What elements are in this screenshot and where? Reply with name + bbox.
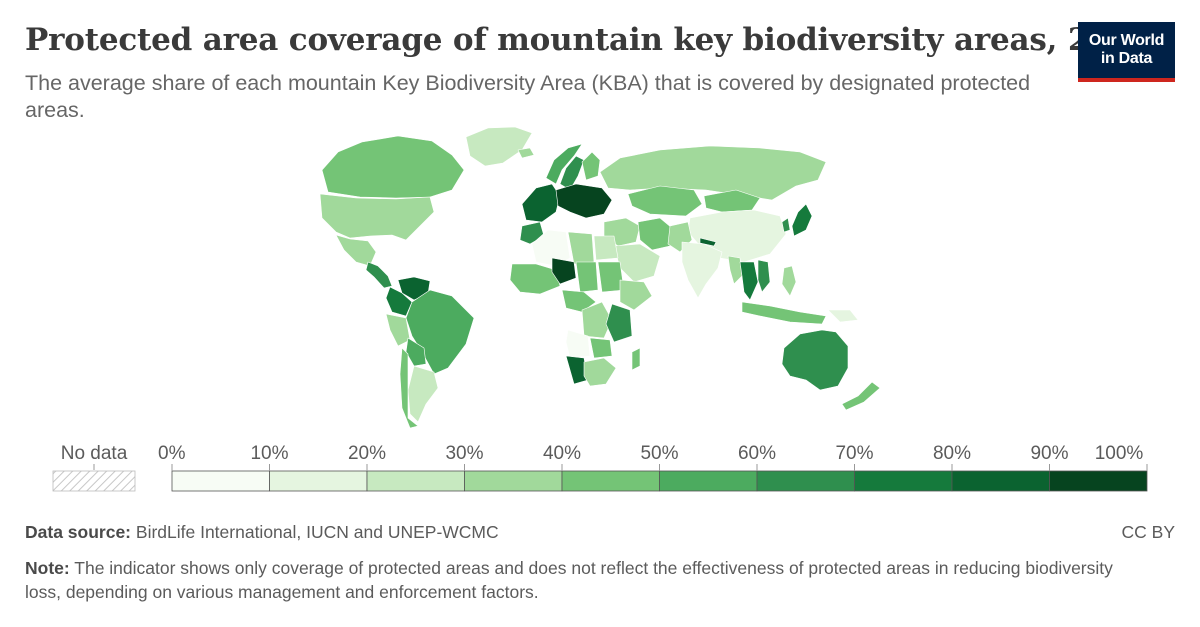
legend-bin[interactable] [366, 470, 465, 492]
legend-bin[interactable] [854, 470, 953, 492]
map-region-korea[interactable] [781, 217, 791, 233]
map-region-algeria[interactable] [531, 229, 571, 267]
note-text: The indicator shows only coverage of pro… [25, 558, 1113, 602]
map-region-central-america[interactable] [365, 261, 393, 289]
map-region-central-europe[interactable] [555, 183, 613, 219]
map-region-papua-new-guinea[interactable] [827, 309, 859, 323]
map-region-iceland[interactable] [517, 147, 535, 159]
legend-no-data-swatch [52, 470, 136, 492]
chart-subtitle: The average share of each mountain Key B… [25, 71, 1031, 122]
data-source-label: Data source: [25, 522, 132, 542]
map-region-new-zealand[interactable] [841, 381, 881, 411]
legend-tick-label: 100% [1095, 443, 1144, 464]
legend-tick-label: 90% [1030, 443, 1068, 464]
legend-no-data-label: No data [61, 443, 128, 464]
map-region-zambia[interactable] [589, 337, 613, 359]
map-region-argentina[interactable] [407, 365, 439, 423]
map-region-philippines[interactable] [781, 265, 797, 297]
map-region-iran[interactable] [637, 217, 673, 251]
note-label: Note: [25, 558, 70, 578]
map-region-angola[interactable] [565, 329, 591, 359]
legend-tick-label: 80% [933, 443, 971, 464]
map-region-colombia[interactable] [385, 286, 413, 317]
map-region-vietnam[interactable] [757, 259, 771, 293]
map-region-japan[interactable] [791, 203, 813, 237]
logo-line-1: Our World [1088, 32, 1165, 49]
legend-tick-label: 40% [543, 443, 581, 464]
map-region-norway[interactable] [545, 143, 583, 185]
map-region-finland[interactable] [581, 151, 601, 181]
legend-tick-label: 20% [348, 443, 386, 464]
map-region-peru[interactable] [385, 313, 411, 347]
legend-bin[interactable] [464, 470, 563, 492]
legend-bin[interactable] [171, 470, 270, 492]
chart-title: Protected area coverage of mountain key … [25, 22, 1154, 58]
map-region-myanmar[interactable] [727, 255, 743, 285]
map-region-usa[interactable] [319, 193, 435, 241]
legend-tick-label: 60% [738, 443, 776, 464]
chart-note: Note: The indicator shows only coverage … [25, 556, 1145, 604]
legend-bin[interactable] [756, 470, 855, 492]
map-region-kazakhstan[interactable] [627, 185, 703, 217]
legend-bin[interactable] [561, 470, 660, 492]
map-region-indonesia[interactable] [741, 301, 827, 325]
map-region-chad[interactable] [575, 261, 599, 293]
map-region-egypt[interactable] [593, 235, 619, 261]
owid-logo[interactable]: Our World in Data [1078, 22, 1175, 82]
legend-bin[interactable] [1049, 470, 1148, 492]
map-region-australia[interactable] [781, 329, 849, 391]
legend-tick-label: 70% [835, 443, 873, 464]
map-region-niger[interactable] [551, 257, 577, 285]
legend-bin[interactable] [951, 470, 1050, 492]
legend-tick-label: 0% [158, 443, 186, 464]
map-region-nepal[interactable] [699, 237, 717, 247]
map-region-mexico[interactable] [335, 234, 377, 267]
data-source-text[interactable]: BirdLife International, IUCN and UNEP-WC… [135, 522, 499, 542]
map-region-chile[interactable] [399, 347, 419, 429]
map-region-thailand[interactable] [739, 261, 759, 301]
map-region-ethiopia[interactable] [619, 279, 653, 311]
map-region-east-africa[interactable] [605, 303, 633, 343]
data-source: Data source: BirdLife International, IUC… [25, 522, 499, 543]
logo-line-2: in Data [1100, 50, 1153, 67]
legend-tick-label: 30% [445, 443, 483, 464]
map-region-madagascar[interactable] [631, 347, 641, 371]
color-legend: No data 0% 10% 20% 30% 40% 50% 60% 70% 80% 90% 100… [52, 443, 1148, 492]
legend-bin[interactable] [269, 470, 368, 492]
legend-tick-label: 10% [250, 443, 288, 464]
legend-bin[interactable] [659, 470, 758, 492]
map-region-southern-africa[interactable] [583, 357, 617, 387]
world-map[interactable] [0, 0, 1200, 430]
map-region-canada[interactable] [321, 135, 465, 199]
map-region-west-africa[interactable] [509, 263, 561, 295]
legend-tick-label: 50% [640, 443, 678, 464]
map-region-bolivia[interactable] [405, 337, 427, 367]
map-region-india[interactable] [681, 241, 723, 299]
license-link[interactable]: CC BY [1121, 522, 1175, 542]
